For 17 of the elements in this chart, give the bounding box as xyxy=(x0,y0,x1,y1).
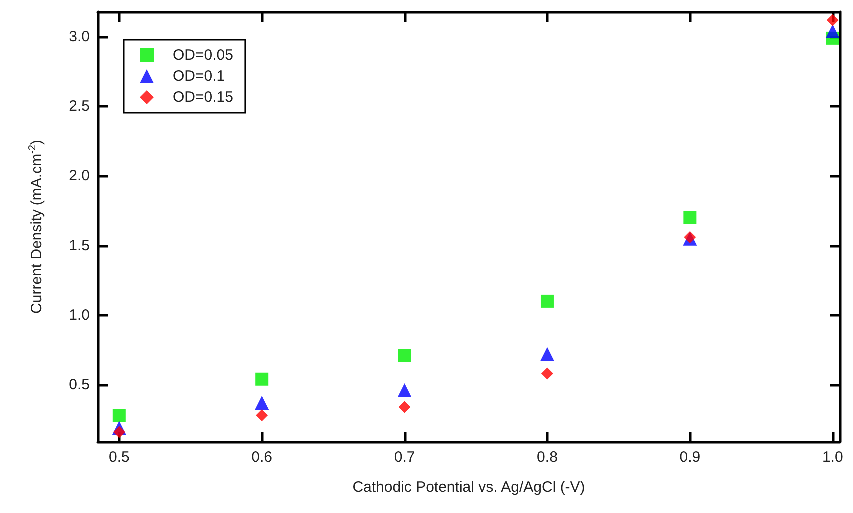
x-tick-label: 0.5 xyxy=(108,449,130,466)
y-tick-label: 2.5 xyxy=(69,98,90,116)
x-tick-label: 1.0 xyxy=(822,449,844,466)
y-tick-label: 3.0 xyxy=(69,28,90,46)
y-tick-label: 1.5 xyxy=(69,237,90,254)
y-tick-label: 0.5 xyxy=(69,376,90,394)
y-tick-label: 1.0 xyxy=(69,306,90,324)
x-tick-label: 0.9 xyxy=(680,449,701,466)
x-axis-title: Cathodic Potential vs. Ag/AgCl (-V) xyxy=(352,479,586,496)
legend-label: OD=0.1 xyxy=(173,68,226,85)
y-axis-title: Current Density (mA.cm-2) xyxy=(28,140,46,314)
x-tick-label: 0.6 xyxy=(252,449,273,466)
legend-label: OD=0.15 xyxy=(173,89,234,106)
y-tick-label: 2.0 xyxy=(69,168,90,185)
legend-label: OD=0.05 xyxy=(173,47,234,64)
x-tick-label: 0.8 xyxy=(537,449,558,466)
x-tick-label: 0.7 xyxy=(394,449,416,466)
